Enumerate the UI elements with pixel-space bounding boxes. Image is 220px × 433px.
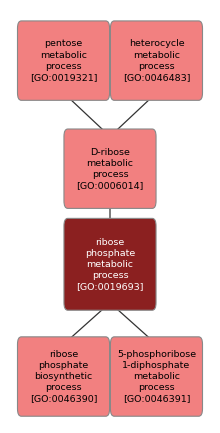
FancyBboxPatch shape [18,337,110,416]
Text: 5-phosphoribose
1-diphosphate
metabolic
process
[GO:0046391]: 5-phosphoribose 1-diphosphate metabolic … [117,350,196,403]
FancyBboxPatch shape [18,21,110,100]
FancyBboxPatch shape [110,21,202,100]
Text: D-ribose
metabolic
process
[GO:0006014]: D-ribose metabolic process [GO:0006014] [76,148,144,190]
FancyBboxPatch shape [64,129,156,208]
Text: ribose
phosphate
biosynthetic
process
[GO:0046390]: ribose phosphate biosynthetic process [G… [30,350,97,403]
Text: heterocycle
metabolic
process
[GO:0046483]: heterocycle metabolic process [GO:004648… [123,39,190,82]
FancyBboxPatch shape [110,337,202,416]
Text: pentose
metabolic
process
[GO:0019321]: pentose metabolic process [GO:0019321] [30,39,97,82]
FancyBboxPatch shape [64,218,156,310]
Text: ribose
phosphate
metabolic
process
[GO:0019693]: ribose phosphate metabolic process [GO:0… [76,238,144,291]
